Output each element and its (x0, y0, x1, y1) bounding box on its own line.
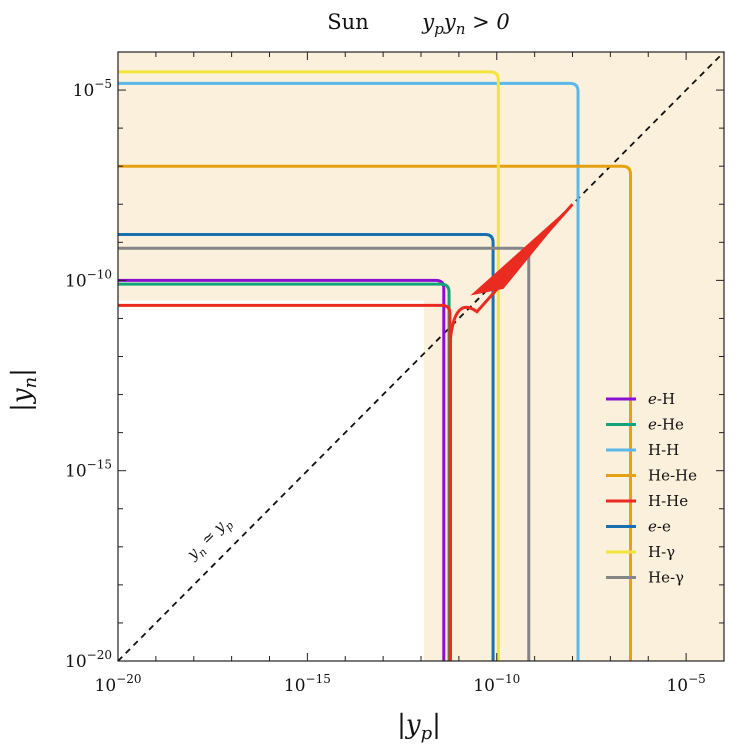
legend-label-He-γ: He-γ (648, 569, 684, 587)
axes: 10−20 10−15 10−10 10−5 10−20 10−15 10−10 10−5 (65, 51, 725, 696)
y-tick-label: 10−10 (65, 267, 112, 291)
series-line-H-He (118, 303, 452, 661)
series-line-H-γ (118, 70, 500, 661)
y-axis-label: |yn| (7, 368, 41, 412)
x-tick-label: 10−10 (473, 672, 520, 696)
y-tick-label: 10−15 (65, 458, 112, 482)
legend-label-H-γ: H-γ (648, 543, 675, 561)
legend-label-e-e: e-e (648, 518, 671, 536)
legend-label-He-He: He-He (648, 467, 697, 485)
legend-label-e-He: e-He (648, 416, 684, 434)
chart-title: Sun (327, 10, 368, 34)
x-tick-label: 10−15 (284, 672, 331, 696)
legend-label-H-H: H-H (648, 441, 679, 459)
series-line-H-H (118, 81, 580, 661)
series-line-e-He (118, 282, 451, 661)
legend: e-H e-He H-H He-He H-He e-e H-γ He-γ (606, 390, 697, 587)
y-tick-label: 10−5 (73, 77, 112, 101)
legend-label-H-He: H-He (648, 492, 688, 510)
chart-subtitle: ypyn > 0 (421, 10, 509, 38)
x-tick-label: 10−5 (666, 672, 705, 696)
plot-area: yn ≃ yp (118, 52, 724, 661)
x-tick-label: 10−20 (95, 672, 142, 696)
series-line-e-H (118, 278, 446, 661)
y-tick-label: 10−20 (65, 648, 112, 672)
series-line-e-e (118, 233, 495, 661)
diagonal-line (118, 52, 724, 661)
series-wedge-H-He (470, 204, 573, 296)
legend-label-e-H: e-H (648, 390, 675, 408)
series-line-He-He (118, 164, 633, 661)
series-branch-H-He (448, 203, 574, 661)
x-axis-label: |yp| (397, 710, 441, 744)
